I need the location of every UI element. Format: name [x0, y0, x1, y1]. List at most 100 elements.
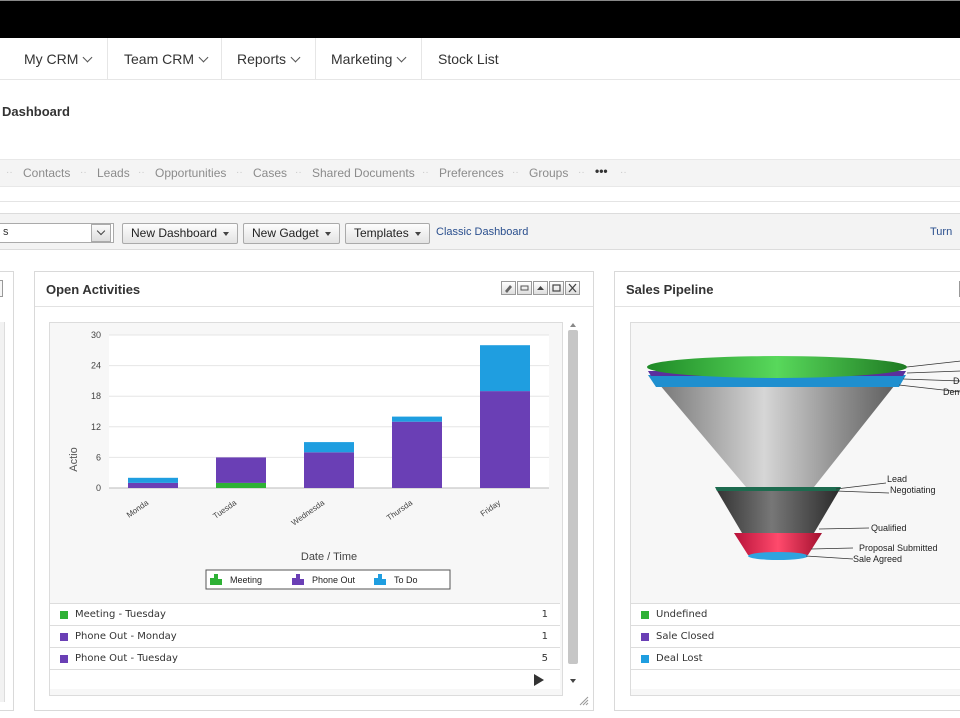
templates-label: Templates [354, 226, 409, 240]
subnav-cases[interactable]: Cases [253, 166, 288, 180]
chevron-down-icon [290, 52, 301, 63]
vertical-scrollbar[interactable] [566, 318, 580, 690]
x-tick-label: Wednesda [290, 498, 327, 528]
templates-button[interactable]: Templates [345, 223, 430, 244]
bar-segment [128, 482, 178, 488]
resize-grip-icon[interactable] [579, 696, 589, 706]
list-item[interactable]: Undefined [631, 603, 960, 625]
chart-legend [205, 569, 451, 590]
nav-team-crm[interactable]: Team CRM [110, 38, 222, 80]
nav-my-crm-label: My CRM [24, 51, 79, 67]
y-tick-label: 0 [96, 483, 101, 493]
new-gadget-button[interactable]: New Gadget [243, 223, 340, 244]
separator: ·· [236, 167, 243, 178]
nav-stock-list[interactable]: Stock List [424, 38, 524, 80]
new-dashboard-button[interactable]: New Dashboard [122, 223, 239, 244]
funnel-label: De [953, 376, 960, 386]
close-icon[interactable] [565, 281, 580, 295]
more-icon[interactable]: ••• [595, 164, 608, 178]
list-item[interactable]: Sale Closed [631, 625, 960, 647]
separator: ·· [422, 167, 429, 178]
legend-swatch [218, 579, 222, 585]
nav-marketing-label: Marketing [331, 51, 393, 67]
funnel-upper [648, 371, 906, 487]
caret-down-icon [414, 232, 421, 236]
x-tick-label: Thursda [385, 498, 415, 523]
list-item-label: Phone Out - Monday [75, 631, 177, 642]
dashboard-select[interactable]: s [0, 223, 114, 243]
turn-link[interactable]: Turn [930, 226, 953, 238]
bar-segment [392, 416, 442, 422]
chevron-down-icon [96, 226, 106, 236]
nav-my-crm[interactable]: My CRM [10, 38, 108, 80]
y-tick-label: 6 [96, 452, 101, 462]
separator: ·· [295, 167, 302, 178]
nav-marketing[interactable]: Marketing [317, 38, 422, 80]
y-tick-label: 24 [91, 361, 101, 371]
left-panel-body [0, 322, 5, 702]
legend-swatch [214, 574, 218, 585]
y-tick-label: 30 [91, 330, 101, 340]
separator: ·· [578, 167, 585, 178]
separator: ·· [138, 167, 145, 178]
list-item[interactable]: Deal Lost [631, 647, 960, 669]
legend-swatch [300, 579, 304, 585]
list-footer [631, 669, 960, 689]
list-item-count: 5 [541, 653, 548, 664]
bar-segment [480, 391, 530, 488]
pin-icon[interactable] [517, 281, 532, 295]
legend-swatch [374, 578, 378, 585]
panel-controls [501, 281, 580, 295]
scrollbar-thumb[interactable] [568, 330, 578, 664]
left-panel [0, 271, 14, 711]
list-item[interactable]: Meeting - Tuesday 1 [50, 603, 560, 625]
subnav-preferences[interactable]: Preferences [439, 166, 504, 180]
list-item-label: Undefined [656, 609, 708, 620]
collapse-icon[interactable] [533, 281, 548, 295]
classic-dashboard-link[interactable]: Classic Dashboard [436, 226, 529, 238]
subnav-leads[interactable]: Leads [97, 166, 130, 180]
y-tick-label: 18 [91, 391, 101, 401]
bar-segment [216, 457, 266, 483]
legend-label: Phone Out [312, 575, 356, 585]
dashboard-toolbar: s New Dashboard New Gadget Templates Cla… [0, 213, 960, 250]
list-item[interactable]: Phone Out - Tuesday 5 [50, 647, 560, 669]
bar-segment [304, 442, 354, 453]
bar-segment [392, 421, 442, 488]
open-activities-chart: 0 6 12 18 24 30 Monda Tuesda Wednesda Thursda Frid… [68, 330, 549, 590]
x-tick-label: Friday [479, 498, 502, 518]
subnav-contacts[interactable]: Contacts [23, 166, 71, 180]
list-item[interactable]: Phone Out - Monday 1 [50, 625, 560, 647]
caret-down-icon [324, 232, 331, 236]
funnel-label: Sale Agreed [853, 554, 902, 564]
scroll-up-icon[interactable] [566, 320, 580, 330]
scroll-down-icon[interactable] [566, 676, 580, 686]
panel-body: l S De Dem Lead Negotiating Qualified Pr… [630, 322, 960, 696]
separator: ·· [620, 167, 627, 178]
panel-body: 0 6 12 18 24 30 Monda Tuesda Wednesda Thursda Frid… [49, 322, 563, 696]
x-axis-label: Date / Time [301, 551, 357, 563]
dashboard-select-dropdown[interactable] [91, 224, 111, 242]
subnav-shared-documents[interactable]: Shared Documents [312, 166, 415, 180]
funnel-label: Negotiating [890, 485, 936, 495]
funnel-label: Lead [887, 474, 907, 484]
panel-header: Sales Pipeline [615, 272, 960, 307]
list-item-count: 1 [541, 609, 548, 620]
funnel-top [647, 356, 907, 378]
subnav-groups[interactable]: Groups [529, 166, 569, 180]
subnav-opportunities[interactable]: Opportunities [155, 166, 227, 180]
play-icon[interactable] [532, 673, 546, 687]
list-item-label: Sale Closed [656, 631, 715, 642]
chevron-down-icon [198, 52, 209, 63]
maximize-icon[interactable] [549, 281, 564, 295]
list-item-count: 1 [541, 631, 548, 642]
panel-title: Sales Pipeline [626, 282, 714, 297]
y-tick-label: 12 [91, 422, 101, 432]
funnel-label: Proposal Submitted [859, 543, 938, 553]
legend-swatch [378, 574, 382, 585]
nav-reports[interactable]: Reports [223, 38, 316, 80]
panel-control-icon[interactable] [0, 280, 3, 297]
sales-funnel-chart: l S De Dem Lead Negotiating Qualified Pr… [647, 356, 960, 564]
edit-icon[interactable] [501, 281, 516, 295]
separator: ·· [6, 167, 13, 178]
